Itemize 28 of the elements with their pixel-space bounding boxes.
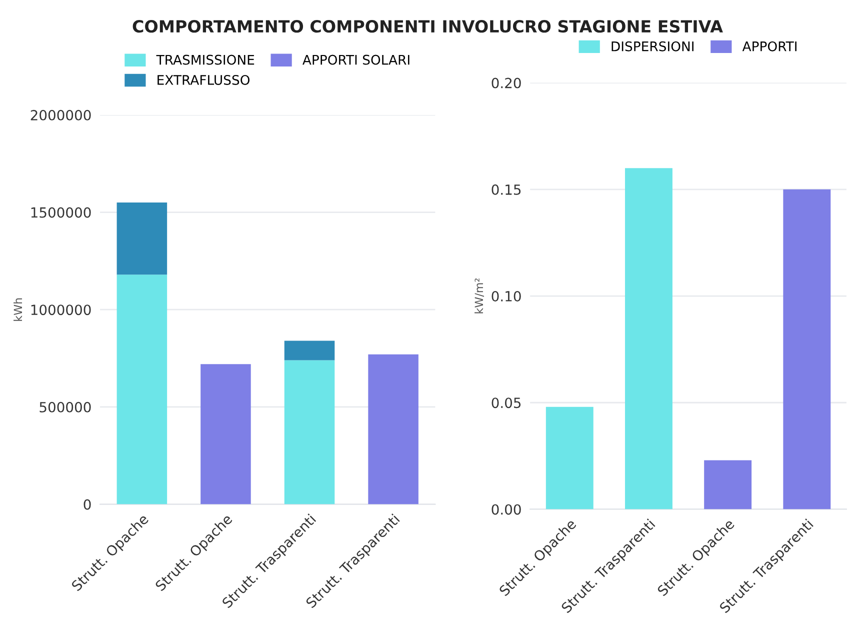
y-tick-label: 0.10	[492, 290, 521, 302]
bar	[625, 168, 672, 510]
y-tick-label: 0.00	[492, 504, 521, 515]
y-axis-title: kW/m²	[474, 278, 484, 314]
legend-label: EXTRAFLUSSO	[158, 74, 250, 85]
bar	[200, 364, 251, 504]
bar	[704, 460, 752, 510]
y-tick-label: 0.15	[492, 184, 521, 195]
bar	[368, 354, 418, 504]
bar	[546, 406, 594, 510]
y-tick-label: 0.20	[492, 78, 521, 88]
bar	[116, 202, 168, 275]
y-axis-title: kWh	[14, 298, 22, 321]
bar	[116, 274, 168, 504]
legend-label: APPORTI	[742, 41, 796, 52]
y-tick-label: 0	[84, 499, 91, 510]
bar	[284, 340, 335, 360]
bar	[284, 360, 335, 504]
y-tick-label: 2000000	[30, 110, 91, 120]
legend-label: DISPERSIONI	[612, 41, 694, 52]
bar	[783, 189, 831, 510]
y-tick-label: 500000	[40, 402, 91, 412]
legend-label: APPORTI SOLARI	[302, 54, 410, 65]
y-tick-label: 1500000	[31, 207, 91, 218]
y-tick-label: 0.05	[492, 398, 521, 408]
chart-title: COMPORTAMENTO COMPONENTI INVOLUCRO STAGIONE ESTIVA	[132, 20, 723, 33]
legend-label: TRASMISSIONE	[156, 54, 254, 65]
y-tick-label: 1000000	[31, 304, 91, 316]
